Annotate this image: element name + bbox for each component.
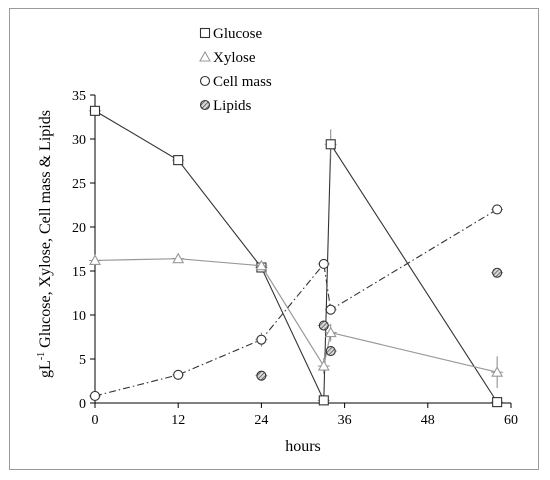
xylose-point — [172, 252, 185, 264]
axes — [94, 95, 511, 404]
x-tick-label: 0 — [92, 413, 99, 428]
y-tick-label: 25 — [72, 177, 86, 192]
legend-item-glucose: Glucose — [199, 26, 262, 42]
lipids-point — [318, 320, 329, 331]
y-axis-label-sup: -1 — [36, 352, 47, 360]
legend-marker-glucose — [199, 27, 211, 39]
legend-item-cell-mass: Cell mass — [199, 74, 272, 90]
glucose-point — [318, 395, 329, 406]
series-cell-mass — [89, 204, 504, 402]
glucose-point — [89, 105, 101, 116]
cell-mass-point — [492, 204, 503, 215]
legend-label-cell-mass: Cell mass — [213, 74, 272, 90]
series-lipids — [255, 267, 504, 381]
x-ticks: 0 12 24 36 48 60 — [92, 403, 518, 428]
cell-mass-point — [89, 390, 101, 402]
lipids-point — [325, 346, 336, 357]
legend-item-lipids: Lipids — [199, 98, 251, 114]
cell-mass-point — [256, 334, 267, 345]
xylose-point — [491, 366, 504, 377]
x-tick-label: 48 — [421, 413, 435, 428]
glucose-point — [325, 139, 336, 150]
x-tick-label: 36 — [338, 413, 352, 428]
y-tick-label: 5 — [79, 353, 86, 368]
legend-label-lipids: Lipids — [213, 98, 251, 114]
lipids-point — [492, 267, 503, 278]
y-axis-label-main: gL — [37, 360, 54, 378]
x-tick-label: 12 — [171, 413, 185, 428]
legend-label-xylose: Xylose — [213, 50, 256, 66]
legend-item-xylose: Xylose — [199, 50, 256, 66]
y-tick-label: 20 — [72, 221, 86, 236]
y-tick-label: 15 — [72, 265, 86, 280]
x-tick-label: 60 — [504, 413, 518, 428]
plot-area — [89, 105, 504, 408]
y-axis-label: gL-1 Glucose, Xylose, Cell mass & Lipids — [36, 110, 54, 378]
legend-marker-cell-mass — [199, 75, 211, 87]
y-tick-label: 35 — [72, 89, 86, 104]
legend-marker-lipids — [199, 99, 211, 111]
cell-mass-line — [94, 208, 498, 397]
x-tick-label: 24 — [254, 413, 268, 428]
xylose-point — [317, 359, 330, 371]
cell-mass-point — [173, 369, 184, 380]
series-glucose — [89, 105, 504, 408]
legend-label-glucose: Glucose — [213, 26, 262, 42]
cell-mass-point — [325, 304, 336, 315]
xylose-point — [324, 326, 337, 338]
legend: Glucose Xylose Cell mass Lipids — [199, 26, 272, 114]
xylose-point — [89, 254, 101, 265]
xylose-point — [255, 259, 268, 271]
y-tick-label: 10 — [72, 309, 86, 324]
series-xylose — [89, 252, 504, 389]
cell-mass-point — [318, 258, 329, 270]
y-tick-label: 0 — [79, 397, 86, 412]
y-ticks: 0 5 10 15 20 25 30 35 — [72, 89, 95, 412]
x-axis-label: hours — [285, 438, 321, 455]
glucose-line — [94, 110, 498, 403]
xylose-line — [94, 258, 498, 373]
lipids-point — [256, 370, 267, 381]
y-tick-label: 30 — [72, 133, 86, 148]
glucose-point — [173, 155, 184, 166]
legend-marker-xylose — [199, 50, 211, 62]
glucose-point — [492, 397, 503, 408]
y-axis-label-rest: Glucose, Xylose, Cell mass & Lipids — [37, 110, 54, 352]
